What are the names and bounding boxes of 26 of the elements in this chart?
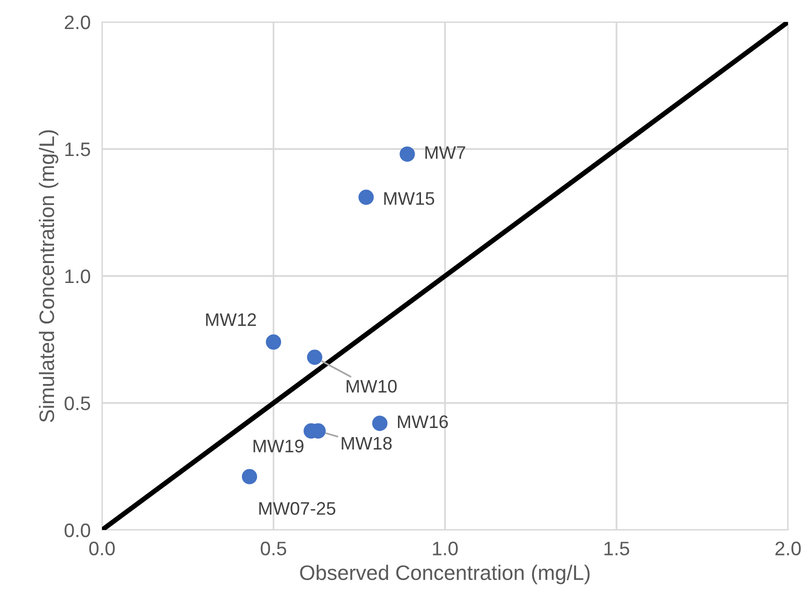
point	[400, 146, 415, 162]
x-tick-label: 1.0	[432, 542, 458, 556]
x-tick-label: 2.0	[775, 542, 801, 556]
point	[307, 350, 322, 365]
point	[358, 190, 374, 205]
annotation: MW10	[346, 380, 397, 393]
y-axis-title: Simulated Concentration (mg/L)	[38, 130, 58, 422]
point	[266, 334, 282, 350]
y-tick-label: 1.0	[65, 269, 90, 284]
annotation: MW18	[342, 436, 392, 450]
annotation: MW15	[384, 192, 434, 205]
annotation: MW19	[254, 440, 304, 452]
y-tick-label: 2.0	[64, 15, 90, 30]
point	[372, 416, 388, 431]
x-tick-label: 0.5	[260, 542, 286, 556]
x-axis-title: Observed Concentration (mg/L)	[300, 564, 590, 584]
y-tick-label: 0.5	[64, 396, 90, 410]
point	[242, 469, 258, 484]
annotation: MW07-25	[259, 502, 336, 515]
y-tick-label: 0.0	[64, 523, 90, 538]
x-tick-label: 1.5	[604, 542, 630, 556]
annotation: MW16	[398, 415, 448, 428]
y-tick-label: 1.5	[65, 142, 90, 156]
x-tick-label: 0.0	[89, 542, 115, 556]
annotation: MW12	[206, 313, 256, 326]
annotation: MW7	[425, 146, 466, 159]
